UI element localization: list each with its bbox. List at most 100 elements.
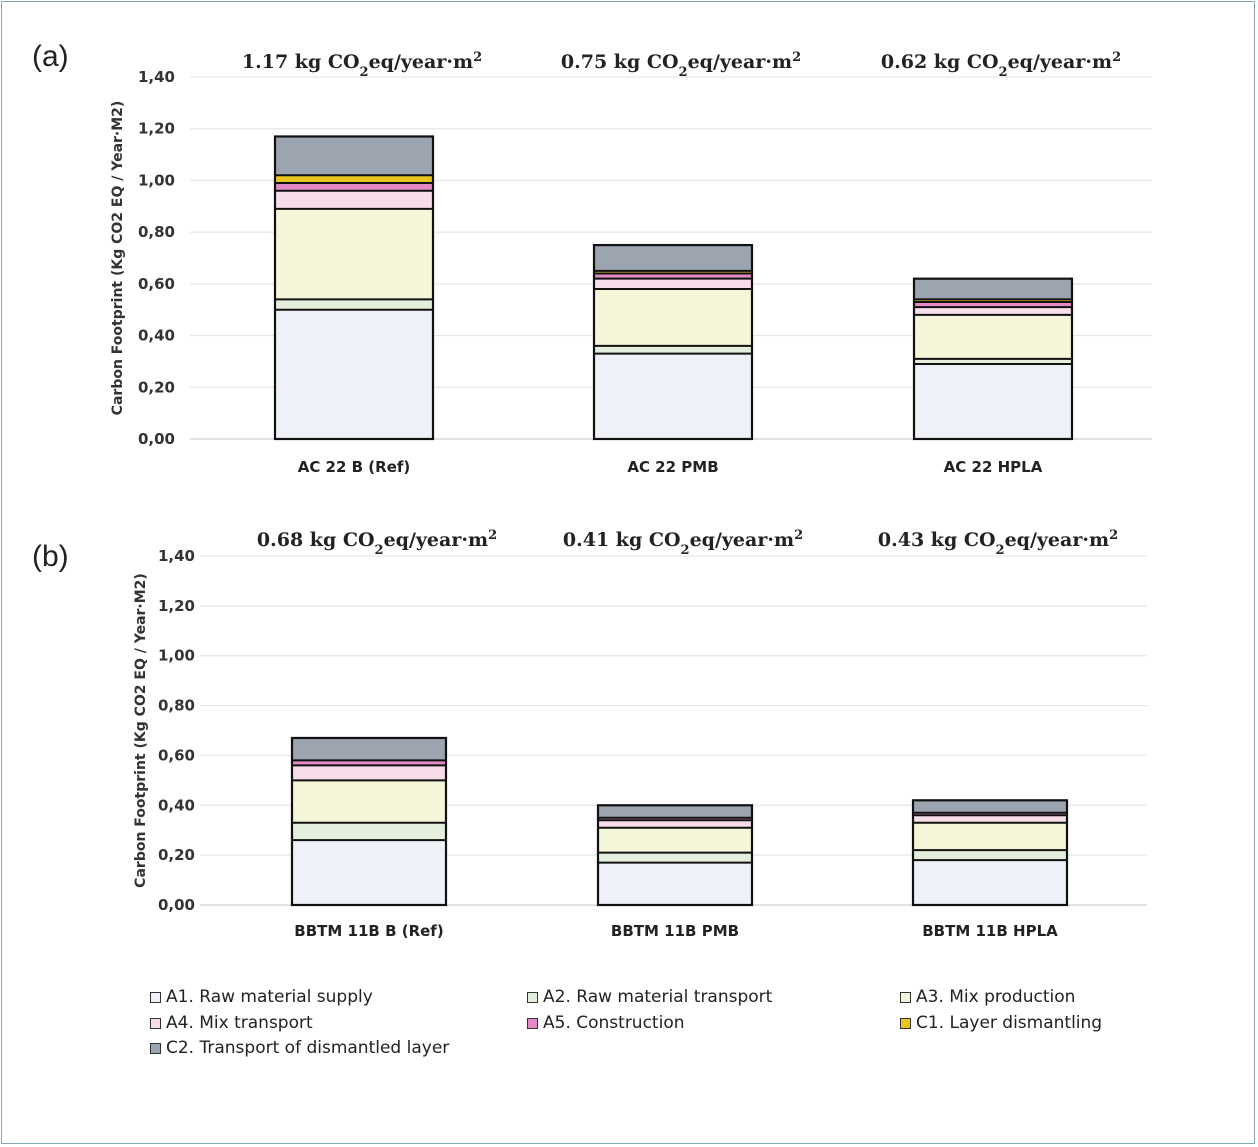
legend-item-a4: A4. Mix transport [150, 1013, 313, 1033]
panel-b-y-axis-label: Carbon Footprint (Kg CO2 EQ / Year·M2) [133, 573, 149, 888]
panel-a-ytick-label: 0,40 [138, 327, 175, 345]
panel-a-category-label: AC 22 PMB [627, 458, 718, 476]
panel-a-bar-segment [594, 353, 752, 439]
legend-swatch-a4 [150, 1017, 161, 1029]
panel-a-bar-outline [592, 243, 754, 441]
legend-swatch-a5 [527, 1017, 538, 1029]
panel-b-category-label: BBTM 11B HPLA [922, 922, 1058, 940]
panel-a-bar-segment [275, 175, 433, 184]
legend-swatch-a3 [900, 991, 911, 1003]
legend-item-c1: C1. Layer dismantling [900, 1013, 1102, 1033]
panel-a-y-axis-label: Carbon Footprint (Kg CO2 EQ / Year·M2) [110, 101, 126, 416]
panel-b-ytick-label: 0,00 [158, 896, 195, 914]
panel-b-bar-segment [913, 822, 1067, 851]
panel-a-bar-segment [914, 364, 1072, 439]
panel-b-bar-outline [911, 799, 1069, 907]
panel-a-bar-segment [275, 183, 433, 191]
panel-b-ytick-label: 1,20 [158, 597, 195, 615]
legend-swatch-a2 [527, 991, 538, 1003]
panel-b-bar-segment [598, 827, 752, 853]
legend-swatch-c1 [900, 1017, 911, 1029]
panel-a-ytick-label: 1,00 [138, 171, 175, 189]
panel-b-bar-segment [913, 850, 1067, 861]
panel-a-ytick-label: 0,00 [138, 430, 175, 448]
panel-b-ytick-label: 0,60 [158, 746, 195, 764]
panel-a-category-label: AC 22 HPLA [944, 458, 1043, 476]
panel-a-bar-segment [914, 358, 1072, 365]
panel-b-category-label: BBTM 11B PMB [611, 922, 739, 940]
panel-b-total-label: 0.68 kg CO2eq/year·m2 [257, 528, 497, 558]
panel-b-bar-segment [598, 862, 752, 905]
panel-b-ytick-label: 0,40 [158, 796, 195, 814]
panel-a-bar-segment [275, 309, 433, 439]
legend-label-a3: A3. Mix production [916, 987, 1076, 1007]
panel-b-ytick-label: 1,40 [158, 547, 195, 565]
panel-a-bar-segment [594, 289, 752, 346]
panel-a-bar-segment [594, 278, 752, 290]
panel-a-bar-segment [275, 190, 433, 209]
legend-label-a2: A2. Raw material transport [543, 987, 773, 1007]
panel-b-total-label: 0.43 kg CO2eq/year·m2 [878, 528, 1118, 558]
panel-b-bar-outline [290, 736, 448, 907]
legend-item-a1: A1. Raw material supply [150, 987, 373, 1007]
panel-b-ytick-label: 1,00 [158, 647, 195, 665]
panel-a-bar-outline [912, 277, 1074, 441]
legend: A1. Raw material supply A2. Raw material… [150, 985, 1150, 1065]
panel-a-bar-segment [275, 208, 433, 300]
legend-label-a5: A5. Construction [543, 1013, 685, 1033]
panel-label-b: (b) [32, 540, 69, 573]
panel-label-a: (a) [32, 40, 69, 73]
panel-b-bar-segment [598, 852, 752, 863]
panel-a-bar-segment [594, 245, 752, 271]
panel-b-ytick-label: 0,20 [158, 846, 195, 864]
panel-b-bar-segment [598, 817, 752, 821]
panel-a-total-label: 0.75 kg CO2eq/year·m2 [561, 50, 801, 80]
panel-a-bar-segment [594, 345, 752, 354]
legend-label-a1: A1. Raw material supply [166, 987, 373, 1007]
panel-b-bar-segment [913, 800, 1067, 813]
panel-b-bar-segment [598, 805, 752, 818]
panel-b-bar-segment [598, 820, 752, 828]
panel-a-category-label: AC 22 B (Ref) [298, 458, 411, 476]
panel-a-ytick-label: 1,40 [138, 68, 175, 86]
panel-a-bar-segment [914, 278, 1072, 300]
panel-b-ytick-label: 0,80 [158, 697, 195, 715]
panel-a-ytick-label: 0,20 [138, 378, 175, 396]
panel-a-bar-segment [914, 314, 1072, 359]
legend-item-a5: A5. Construction [527, 1013, 685, 1033]
legend-label-c1: C1. Layer dismantling [916, 1013, 1103, 1033]
panel-a-bar-segment [275, 299, 433, 310]
legend-item-c2: C2. Transport of dismantled layer [150, 1038, 449, 1058]
legend-item-a2: A2. Raw material transport [527, 987, 772, 1007]
panel-b-bar-segment [913, 815, 1067, 823]
panel-b-bar-segment [292, 765, 446, 781]
panel-b-bar-segment [292, 780, 446, 823]
panel-a-bar-outline [273, 135, 435, 441]
panel-a-total-label: 0.62 kg CO2eq/year·m2 [881, 50, 1121, 80]
panel-b-bar-segment [913, 860, 1067, 905]
panel-a-bar-segment [914, 307, 1072, 315]
panel-b-category-label: BBTM 11B B (Ref) [294, 922, 443, 940]
panel-a-ytick-label: 0,60 [138, 275, 175, 293]
panel-b-bar-segment [292, 822, 446, 841]
panel-a-bar-segment [914, 301, 1072, 308]
panel-a-bar-segment [594, 270, 752, 274]
panel-b-total-label: 0.41 kg CO2eq/year·m2 [563, 528, 803, 558]
legend-item-a3: A3. Mix production [900, 987, 1075, 1007]
legend-label-c2: C2. Transport of dismantled layer [166, 1038, 450, 1058]
panel-b-bar-segment [292, 737, 446, 761]
panel-a-ytick-label: 1,20 [138, 120, 175, 138]
panel-a-bar-segment [594, 273, 752, 279]
panel-a-bar-segment [275, 136, 433, 176]
panel-a-bar-segment [914, 299, 1072, 302]
panel-b-bar-segment [292, 840, 446, 905]
panel-b-bar-outline [596, 804, 754, 907]
panel-a-total-label: 1.17 kg CO2eq/year·m2 [242, 50, 482, 80]
panel-b-bar-segment [292, 760, 446, 766]
legend-label-a4: A4. Mix transport [166, 1013, 313, 1033]
panel-a-ytick-label: 0,80 [138, 223, 175, 241]
panel-b-bar-segment [913, 812, 1067, 816]
legend-swatch-a1 [150, 991, 161, 1003]
